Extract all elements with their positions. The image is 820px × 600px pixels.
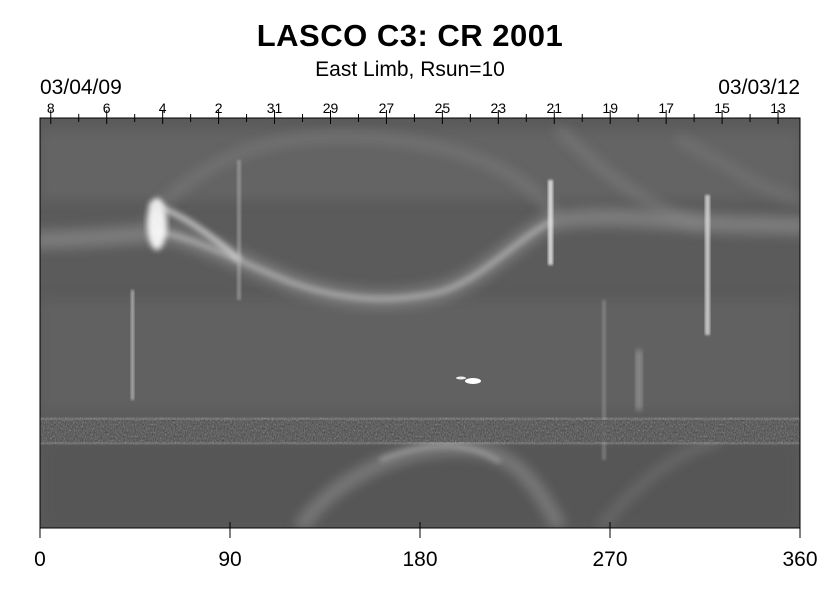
start-date-label: 03/04/09 [40, 76, 122, 99]
x-tick-label: 180 [402, 548, 438, 571]
end-date-label: 03/03/12 [718, 76, 800, 99]
top-day-label: 31 [266, 100, 283, 116]
top-day-label: 23 [490, 100, 507, 116]
top-day-label: 21 [546, 100, 563, 116]
top-day-label: 8 [46, 100, 55, 116]
diffuse-corona [40, 130, 800, 528]
top-day-label: 15 [714, 100, 730, 116]
cme-features [131, 160, 710, 460]
x-tick-label: 90 [218, 548, 242, 571]
top-day-label: 2 [214, 100, 223, 116]
occulter-noise-band [40, 420, 800, 442]
top-day-label: 13 [770, 100, 786, 116]
top-day-label: 17 [658, 100, 674, 116]
top-date-axis [40, 110, 800, 124]
top-day-label: 4 [158, 100, 167, 116]
top-day-label: 19 [602, 100, 618, 116]
chart-title: LASCO C3: CR 2001 [256, 18, 564, 53]
x-tick-label: 270 [592, 548, 628, 571]
top-day-label: 27 [378, 100, 395, 116]
top-day-label: 25 [434, 100, 451, 116]
top-day-label: 29 [322, 100, 339, 116]
x-tick-label: 0 [34, 548, 46, 571]
streamer-belt-lower [294, 435, 722, 528]
top-day-label: 6 [102, 100, 111, 116]
chart-subtitle: East Limb, Rsun=10 [315, 58, 505, 81]
x-tick-label: 360 [782, 548, 818, 571]
x-axis [39, 522, 801, 538]
